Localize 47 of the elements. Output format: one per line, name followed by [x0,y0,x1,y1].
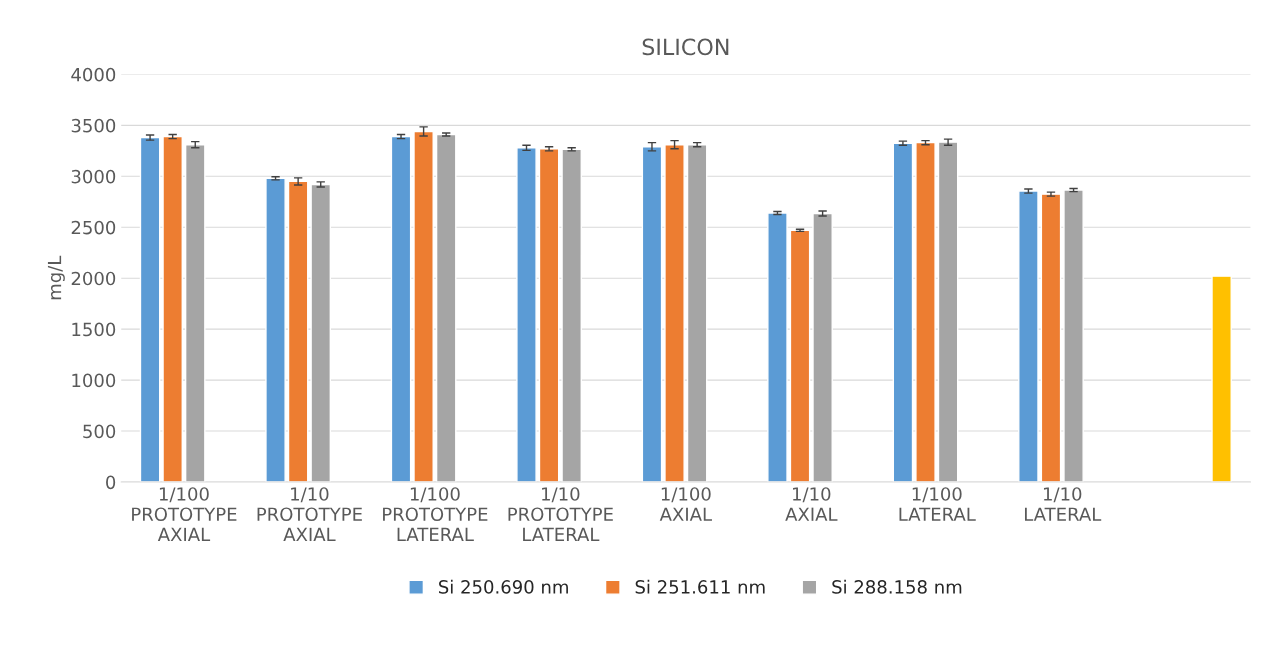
y-tick-label: 1000 [72,373,116,388]
bar [310,183,332,483]
bar [538,148,560,483]
legend-label: Si 288.158 nm [832,579,962,594]
legend-label: Si 251.611 nm [635,579,765,594]
legend-label: Si 250.690 nm [439,579,568,594]
x-tick-label: 1/100 LATERAL [899,487,976,521]
bar [641,146,663,483]
bar [413,130,434,483]
bar [686,144,708,483]
x-tick-label: 1/10 AXIAL [785,487,838,521]
y-tick-label: 1500 [72,322,116,337]
y-tick-label: 3000 [71,169,116,184]
bar [915,141,936,483]
y-tick-label: 500 [83,424,116,439]
y-tick-label: 2000 [71,271,116,286]
y-axis-title: mg/L [47,255,65,300]
bar [561,148,582,483]
bar [767,212,788,483]
bar [1211,275,1232,483]
x-tick-label: 1/100 PROTOTYPE LATERAL [383,487,488,542]
bar [892,142,914,483]
bar [516,147,537,483]
bar [390,135,412,483]
x-tick-label: 1/100 AXIAL [659,487,712,521]
y-tick-label: 3500 [71,118,116,133]
x-tick-label: 1/10 LATERAL [1025,487,1102,521]
bar [162,135,183,483]
bar [184,144,206,483]
bar [812,212,833,483]
bar [287,180,309,483]
y-tick-label: 0 [106,475,116,490]
bar [265,177,286,483]
y-tick-label: 2500 [71,220,116,235]
bar [789,229,811,483]
y-tick-label: 4000 [71,67,116,82]
x-tick-label: 1/10 PROTOTYPE AXIAL [257,487,362,542]
chart-title: SILICON [642,38,729,56]
bar [1063,189,1084,483]
bar [1040,193,1062,483]
bar [664,144,685,483]
x-tick-label: 1/10 PROTOTYPE LATERAL [508,487,613,542]
bar [435,133,457,483]
bar [139,136,161,483]
bar [1018,190,1039,483]
bar [937,141,959,483]
x-tick-label: 1/100 PROTOTYPE AXIAL [132,487,237,542]
